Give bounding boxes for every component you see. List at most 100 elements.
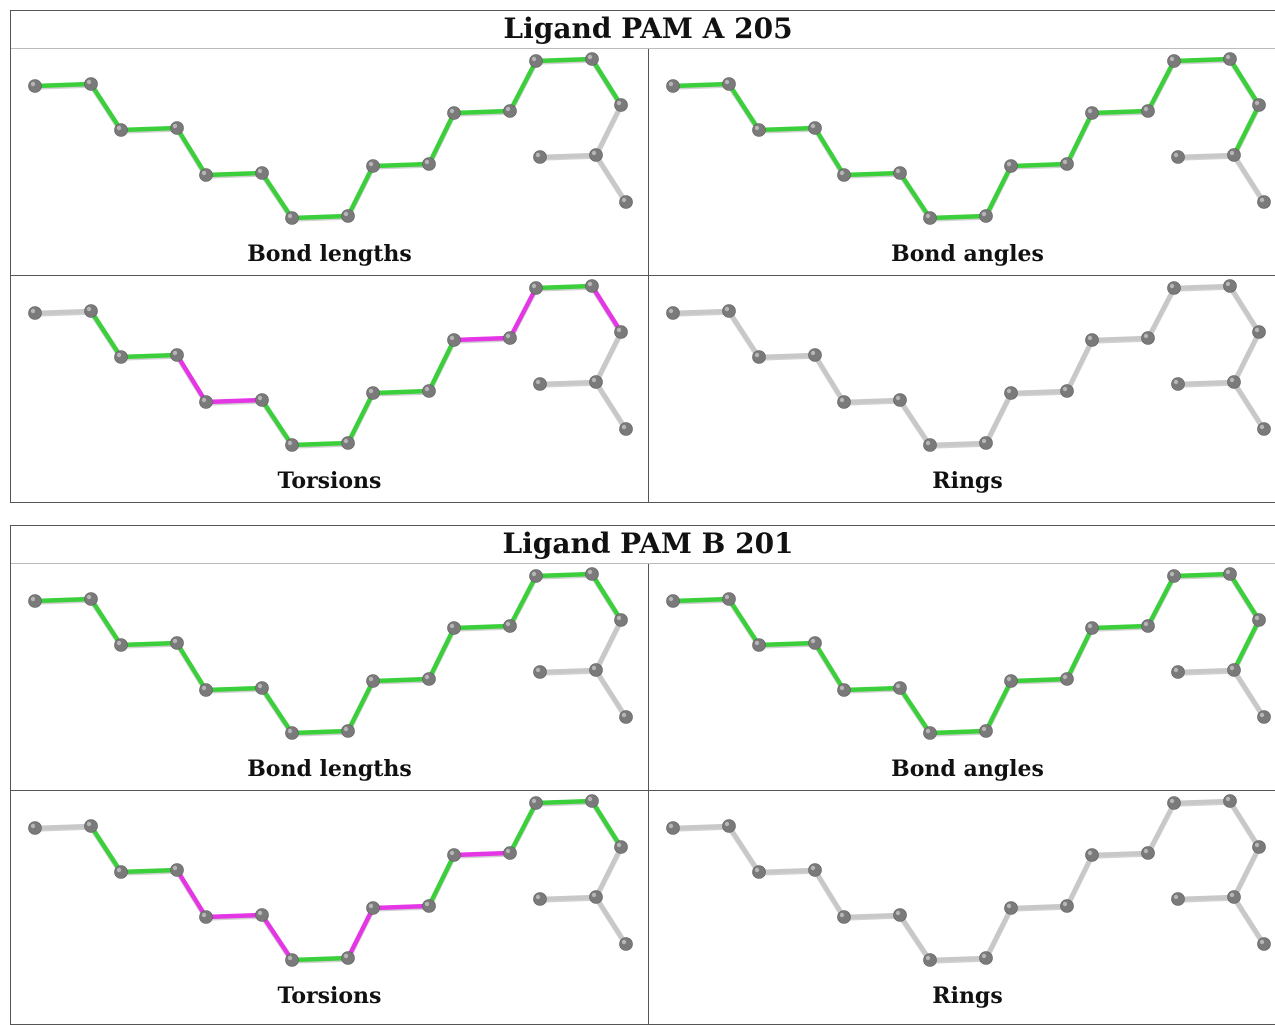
atom bbox=[422, 384, 436, 398]
atom bbox=[533, 665, 547, 679]
atom bbox=[1141, 331, 1155, 345]
bond bbox=[1064, 852, 1095, 909]
atom bbox=[619, 937, 633, 951]
bond bbox=[897, 685, 933, 736]
molecule-diagram bbox=[666, 794, 1271, 967]
bond bbox=[927, 728, 989, 736]
bond bbox=[426, 625, 457, 682]
bond bbox=[1171, 283, 1233, 291]
bond bbox=[983, 390, 1014, 446]
atom bbox=[533, 892, 547, 906]
bond bbox=[203, 397, 265, 405]
bond bbox=[451, 108, 513, 116]
bond bbox=[1175, 894, 1237, 902]
bond bbox=[370, 676, 432, 684]
bond bbox=[1145, 573, 1177, 629]
atom bbox=[1004, 159, 1018, 173]
bond bbox=[507, 800, 539, 856]
bond bbox=[897, 912, 933, 963]
atom bbox=[1141, 619, 1155, 633]
bond bbox=[289, 213, 351, 221]
panel-label: Torsions bbox=[277, 983, 382, 1009]
bond bbox=[593, 894, 629, 947]
atom bbox=[614, 840, 628, 854]
bond bbox=[1231, 329, 1262, 385]
bond bbox=[118, 125, 180, 133]
panel-label: Bond angles bbox=[891, 756, 1044, 782]
atom bbox=[199, 395, 213, 409]
panel-rings: Rings bbox=[649, 791, 1275, 1017]
panel-bond-angles: Bond angles bbox=[649, 564, 1275, 790]
molecule-diagram bbox=[666, 567, 1271, 740]
atom bbox=[589, 375, 603, 389]
atom bbox=[366, 159, 380, 173]
atom bbox=[170, 348, 184, 362]
atom bbox=[447, 333, 461, 347]
bond bbox=[927, 440, 989, 448]
atom bbox=[1223, 279, 1237, 293]
atom bbox=[1227, 890, 1241, 904]
panel-bond-lengths: Bond lengths bbox=[11, 564, 648, 790]
bond bbox=[756, 867, 818, 875]
atom bbox=[1223, 52, 1237, 66]
atom bbox=[341, 209, 355, 223]
bond bbox=[983, 163, 1014, 219]
bond bbox=[726, 81, 762, 133]
bond bbox=[1145, 285, 1177, 341]
atom bbox=[1004, 674, 1018, 688]
atom bbox=[170, 863, 184, 877]
atom bbox=[366, 386, 380, 400]
bond bbox=[533, 283, 595, 291]
bond bbox=[537, 894, 599, 902]
bond bbox=[897, 397, 933, 448]
bond bbox=[259, 912, 295, 963]
bond bbox=[174, 125, 209, 178]
bond bbox=[451, 335, 513, 343]
bond bbox=[259, 397, 295, 448]
bond bbox=[593, 617, 624, 673]
atom bbox=[893, 681, 907, 695]
atom bbox=[170, 121, 184, 135]
atom bbox=[808, 121, 822, 135]
bond bbox=[533, 798, 595, 806]
bond bbox=[32, 81, 94, 89]
bond bbox=[1175, 379, 1237, 387]
panel-label: Rings bbox=[932, 468, 1003, 494]
bond bbox=[983, 905, 1014, 961]
bond bbox=[593, 844, 624, 900]
panel-bond-lengths: Bond lengths bbox=[11, 49, 648, 275]
bond bbox=[927, 213, 989, 221]
bond bbox=[812, 125, 847, 178]
bond bbox=[1008, 676, 1070, 684]
atom bbox=[752, 865, 766, 879]
atom bbox=[28, 306, 42, 320]
panel-label: Bond lengths bbox=[247, 241, 412, 267]
atom bbox=[1167, 54, 1181, 68]
atom bbox=[1060, 672, 1074, 686]
divider bbox=[11, 790, 1275, 791]
atom bbox=[893, 908, 907, 922]
bond bbox=[593, 667, 629, 720]
bond bbox=[1231, 617, 1262, 673]
atom bbox=[199, 168, 213, 182]
bond bbox=[1171, 56, 1233, 64]
atom bbox=[255, 681, 269, 695]
atom bbox=[619, 195, 633, 209]
atom bbox=[1223, 794, 1237, 808]
atom bbox=[808, 863, 822, 877]
atom bbox=[752, 638, 766, 652]
bond bbox=[1231, 152, 1267, 205]
molecule-diagram bbox=[28, 279, 633, 452]
bond bbox=[1064, 625, 1095, 682]
bond bbox=[1227, 571, 1262, 623]
atom bbox=[589, 890, 603, 904]
bond bbox=[203, 685, 265, 693]
atom bbox=[666, 821, 680, 835]
atom bbox=[1060, 157, 1074, 171]
panel-grid: Bond lengths Bond angles Torsions Rings bbox=[11, 564, 1275, 1024]
atom bbox=[84, 592, 98, 606]
bond bbox=[1089, 850, 1151, 858]
bond bbox=[289, 440, 351, 448]
bond bbox=[1175, 152, 1237, 160]
atom bbox=[255, 393, 269, 407]
